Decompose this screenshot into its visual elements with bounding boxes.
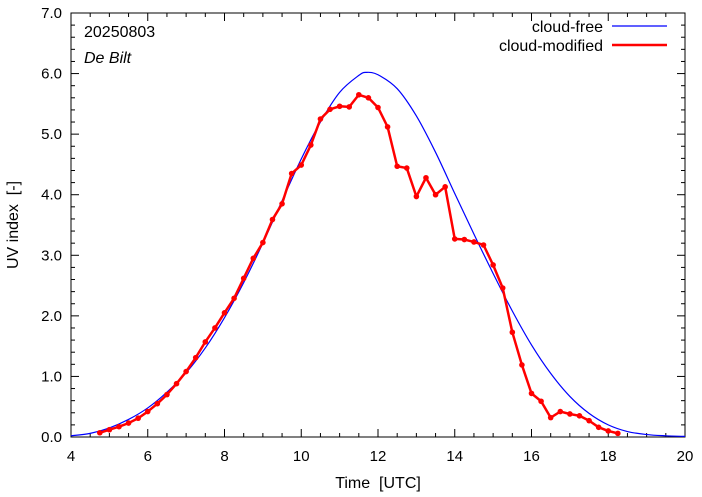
- y-tick-label: 2.0: [41, 308, 62, 325]
- data-point-cloud-modified: [557, 408, 564, 415]
- data-point-cloud-modified: [451, 236, 458, 242]
- y-axis-title: UV index [-]: [5, 181, 22, 269]
- x-tick-label: 6: [144, 448, 152, 465]
- x-tick-label: 8: [220, 448, 228, 465]
- data-point-cloud-modified: [327, 106, 333, 113]
- data-point-cloud-modified: [519, 362, 525, 368]
- data-point-cloud-modified: [538, 398, 544, 405]
- data-point-cloud-modified: [231, 295, 237, 302]
- series-layer: [70, 71, 686, 437]
- data-point-cloud-modified: [365, 95, 372, 101]
- data-point-cloud-modified: [528, 390, 535, 397]
- data-point-cloud-modified: [288, 170, 295, 177]
- data-point-cloud-modified: [221, 310, 228, 316]
- series-line-cloud-free: [70, 71, 686, 437]
- data-point-cloud-modified: [403, 165, 410, 171]
- data-point-cloud-modified: [164, 391, 170, 398]
- x-tick-label: 20: [677, 448, 694, 465]
- y-tick-label: 4.0: [41, 187, 62, 204]
- data-point-cloud-modified: [442, 184, 448, 190]
- data-point-cloud-modified: [212, 325, 218, 331]
- legend-label-cloud-free: cloud-free: [532, 19, 603, 36]
- data-point-cloud-modified: [490, 262, 496, 268]
- data-point-cloud-modified: [250, 255, 257, 262]
- data-point-cloud-modified: [135, 415, 141, 422]
- series-cloud-modified: [96, 91, 621, 437]
- data-point-cloud-modified: [125, 420, 132, 426]
- data-point-cloud-modified: [586, 417, 592, 424]
- series-cloud-free: [70, 71, 686, 437]
- x-tick-label: 14: [446, 448, 463, 465]
- data-point-cloud-modified: [154, 400, 161, 407]
- data-point-cloud-modified: [116, 423, 122, 430]
- data-point-cloud-modified: [499, 285, 506, 291]
- data-point-cloud-modified: [279, 201, 285, 207]
- data-point-cloud-modified: [336, 103, 343, 110]
- data-point-cloud-modified: [202, 339, 209, 345]
- data-point-cloud-modified: [423, 174, 429, 181]
- data-point-cloud-modified: [356, 91, 362, 98]
- data-point-cloud-modified: [240, 275, 247, 282]
- y-tick-label: 1.0: [41, 368, 62, 385]
- data-point-cloud-modified: [547, 414, 554, 421]
- y-tick-label: 0.0: [41, 429, 62, 446]
- data-point-cloud-modified: [595, 424, 602, 431]
- data-point-cloud-modified: [269, 216, 276, 223]
- data-point-cloud-modified: [461, 236, 468, 243]
- data-point-cloud-modified: [615, 430, 621, 437]
- data-point-cloud-modified: [192, 354, 199, 361]
- data-point-cloud-modified: [413, 193, 420, 200]
- data-point-cloud-modified: [576, 413, 583, 419]
- data-point-cloud-modified: [106, 426, 113, 433]
- data-point-cloud-modified: [183, 368, 189, 375]
- axis-tick-labels: 4 6 8 10 12 14 16 18 20 0.0 1.0 2.0 3.0 4.0 5.0 6.0 7.0: [41, 5, 693, 465]
- data-point-cloud-modified: [173, 380, 180, 387]
- x-tick-label: 16: [523, 448, 540, 465]
- data-point-cloud-modified: [298, 162, 305, 168]
- data-point-cloud-modified: [346, 104, 353, 110]
- data-point-cloud-modified: [384, 124, 391, 130]
- data-point-cloud-modified: [375, 104, 381, 111]
- y-tick-label: 5.0: [41, 126, 62, 143]
- plot-frame: [70, 12, 686, 438]
- x-tick-label: 18: [600, 448, 617, 465]
- data-point-cloud-modified: [317, 116, 324, 122]
- axis-ticks: [70, 12, 686, 438]
- data-point-cloud-modified: [96, 429, 103, 436]
- data-point-cloud-modified: [308, 142, 314, 148]
- location-annotation: De Bilt: [84, 50, 132, 67]
- legend-label-cloud-modified: cloud-modified: [499, 38, 603, 55]
- x-tick-label: 12: [370, 448, 387, 465]
- y-tick-label: 6.0: [41, 66, 62, 83]
- data-point-cloud-modified: [144, 408, 151, 415]
- data-point-cloud-modified: [567, 411, 573, 417]
- data-point-cloud-modified: [605, 428, 612, 434]
- data-point-cloud-modified: [480, 242, 487, 248]
- x-tick-label: 4: [67, 448, 75, 465]
- date-annotation: 20250803: [84, 24, 155, 41]
- legend: cloud-free cloud-modified: [499, 19, 667, 55]
- y-tick-label: 3.0: [41, 247, 62, 264]
- x-axis-title: Time [UTC]: [335, 475, 421, 492]
- y-tick-label: 7.0: [41, 5, 62, 22]
- data-point-cloud-modified: [260, 239, 266, 246]
- data-point-cloud-modified: [509, 329, 516, 336]
- x-tick-label: 10: [293, 448, 310, 465]
- data-point-cloud-modified: [471, 239, 477, 245]
- data-point-cloud-modified: [432, 191, 439, 198]
- data-point-cloud-modified: [394, 163, 400, 170]
